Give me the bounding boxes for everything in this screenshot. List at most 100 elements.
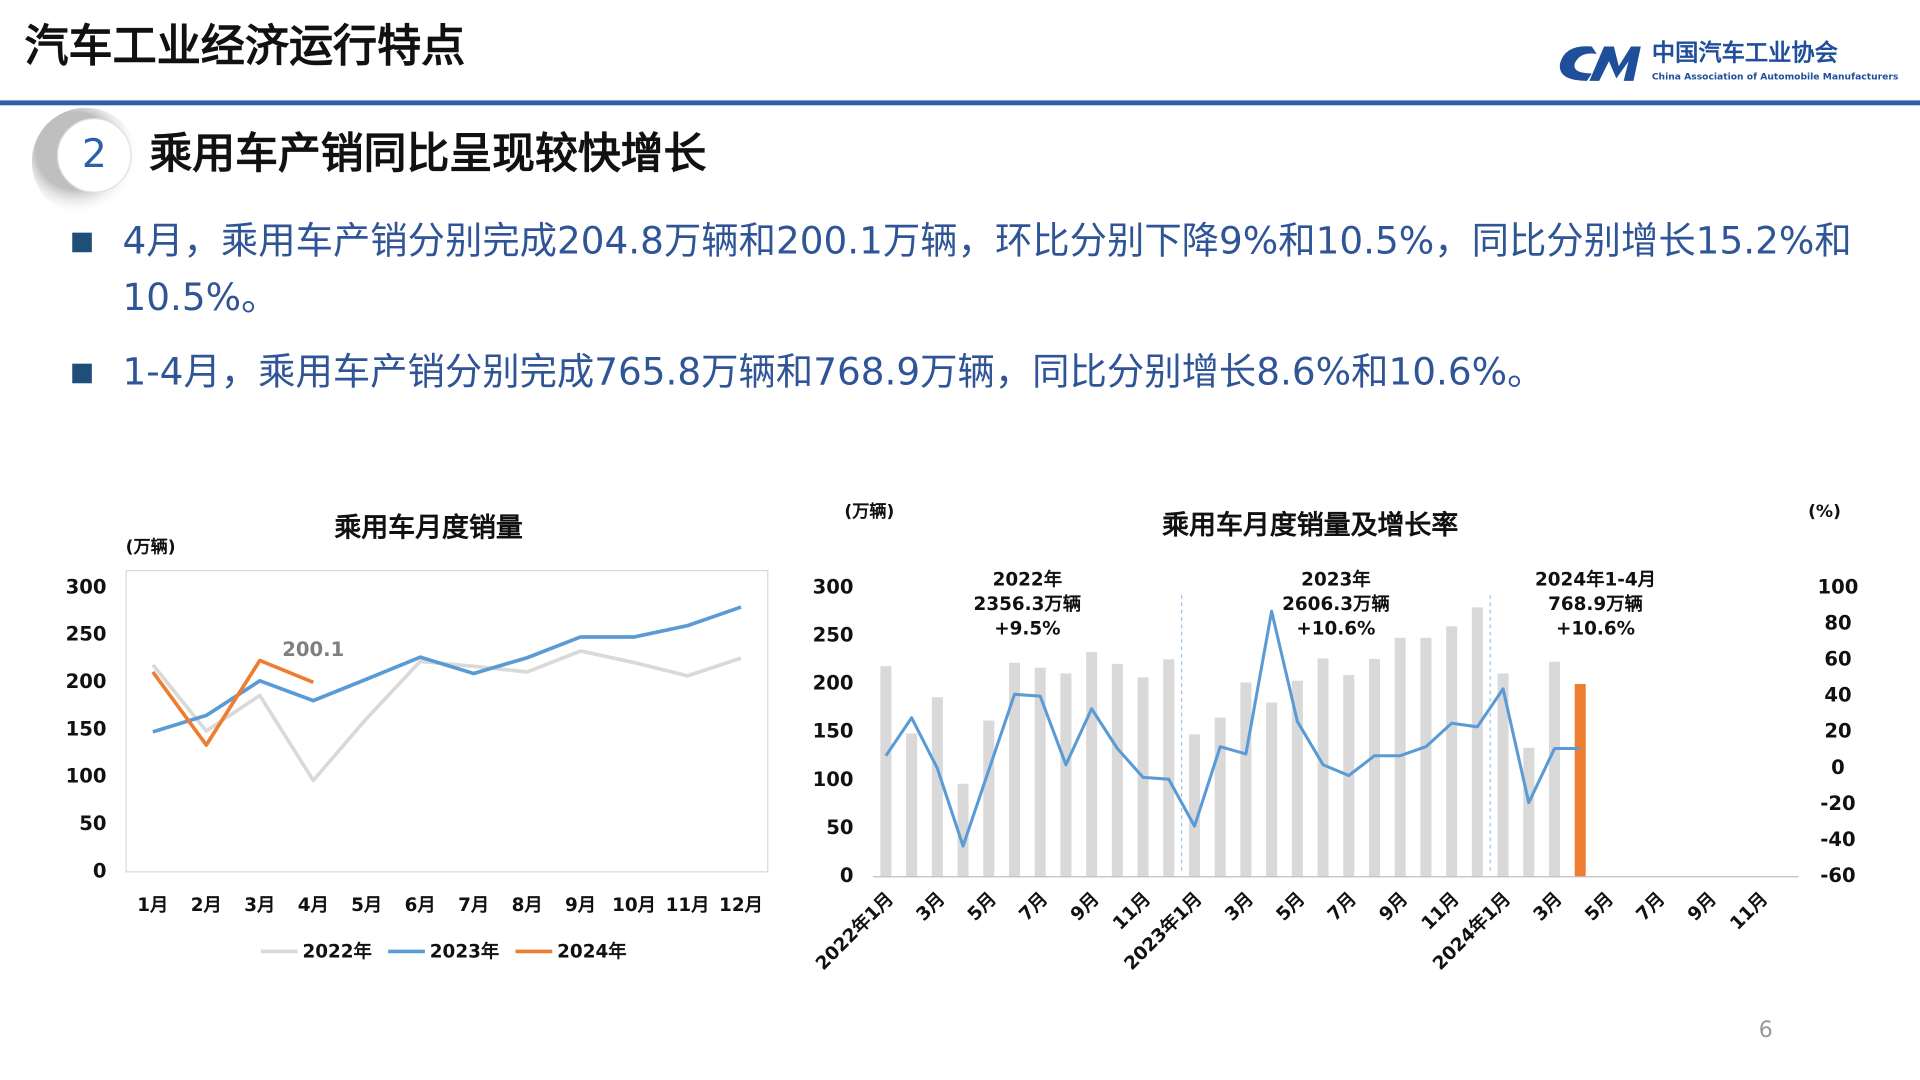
bar <box>1266 702 1278 877</box>
y2-axis-label: (%) <box>1808 502 1841 522</box>
bar <box>1111 663 1123 877</box>
bar <box>1188 734 1200 877</box>
annotation: +10.6% <box>1296 618 1375 639</box>
bar <box>906 733 918 877</box>
bar <box>1317 658 1329 877</box>
bullet: 4月，乘用车产销分别完成204.8万辆和200.1万辆，环比分别下降9%和10.… <box>122 220 1852 320</box>
y-axis-label: (万辆) <box>844 501 894 522</box>
annotation: 2024年1-4月 <box>1535 568 1656 590</box>
annotation: +9.5% <box>994 618 1060 639</box>
annotation: 2022年 <box>993 568 1062 590</box>
bar <box>931 697 943 877</box>
x-tick-label: 9月 <box>1684 889 1721 926</box>
x-tick-label: 9月 <box>565 895 596 916</box>
org-name: 中国汽车工业协会 <box>1652 39 1839 66</box>
x-tick-label: 7月 <box>458 895 489 916</box>
bar <box>983 720 995 877</box>
bar <box>1291 680 1303 877</box>
x-tick-label: 9月 <box>1067 889 1104 926</box>
y-tick-label: 200 <box>813 672 854 695</box>
bar <box>1214 717 1226 877</box>
x-tick-label: 3月 <box>244 895 275 916</box>
y2-tick-label: 0 <box>1831 756 1845 779</box>
bar <box>957 783 969 877</box>
y-tick-label: 150 <box>66 717 107 740</box>
x-tick-label: 2月 <box>191 895 222 916</box>
x-tick-label: 3月 <box>1530 889 1567 926</box>
chart-title: 乘用车月度销量及增长率 <box>1162 509 1458 541</box>
x-tick-label: 5月 <box>1581 889 1618 926</box>
bar <box>1008 662 1020 877</box>
bullet-marker <box>72 363 92 384</box>
annotation: 2356.3万辆 <box>974 593 1082 615</box>
x-tick-label: 5月 <box>351 895 382 916</box>
org-name-en: China Association of Automobile Manufact… <box>1652 72 1899 83</box>
bar <box>880 666 892 877</box>
annotation: 2606.3万辆 <box>1282 593 1390 615</box>
x-tick-label: 6月 <box>405 895 436 916</box>
legend-label: 2024年 <box>557 941 626 963</box>
bar <box>1471 607 1483 877</box>
y-axis-label: (万辆) <box>126 536 176 557</box>
bar <box>1523 747 1535 877</box>
y-tick-label: 50 <box>79 812 106 835</box>
y2-tick-label: 40 <box>1824 684 1851 707</box>
x-tick-label: 2022年1月 <box>811 888 898 975</box>
x-tick-label: 3月 <box>912 889 949 926</box>
y-tick-label: 250 <box>66 623 107 646</box>
x-tick-label: 4月 <box>298 895 329 916</box>
y-tick-label: 100 <box>813 768 854 791</box>
x-tick-label: 1月 <box>137 895 168 916</box>
x-tick-label: 11月 <box>1726 889 1772 935</box>
series-line <box>151 649 742 783</box>
logo <box>1559 46 1641 81</box>
growth-line <box>884 609 1581 848</box>
bar <box>1446 626 1458 877</box>
y2-tick-label: 20 <box>1824 720 1851 743</box>
legend-label: 2022年 <box>302 941 371 963</box>
series-line <box>152 605 742 734</box>
x-tick-label: 7月 <box>1324 889 1361 926</box>
annotation: +10.6% <box>1556 618 1635 639</box>
bar <box>1497 673 1509 877</box>
bar <box>1086 652 1098 877</box>
bar <box>1034 667 1046 877</box>
x-tick-label: 3月 <box>1221 889 1258 926</box>
y-tick-label: 50 <box>826 816 853 839</box>
y-tick-label: 250 <box>813 623 854 646</box>
x-tick-label: 11月 <box>666 895 710 916</box>
bar <box>1420 637 1432 877</box>
x-tick-label: 5月 <box>1272 889 1309 926</box>
y-tick-label: 0 <box>93 859 107 882</box>
bar <box>1240 682 1252 877</box>
x-tick-label: 9月 <box>1375 889 1412 926</box>
bar <box>1548 661 1560 877</box>
badge <box>56 118 132 193</box>
bar <box>1163 659 1175 877</box>
y-tick-label: 200 <box>66 670 107 693</box>
y-tick-label: 100 <box>66 765 107 788</box>
header-rule <box>0 100 1920 106</box>
y-tick-label: 0 <box>840 864 854 887</box>
y2-tick-label: -60 <box>1820 864 1855 887</box>
bar <box>1574 683 1586 877</box>
x-tick-label: 11月 <box>1109 889 1155 935</box>
annotation: 2023年 <box>1301 568 1370 590</box>
x-tick-label: 10月 <box>612 895 656 916</box>
data-label: 200.1 <box>282 638 344 661</box>
y2-tick-label: -40 <box>1820 828 1855 851</box>
y2-tick-label: 80 <box>1824 611 1851 634</box>
section-number: 2 <box>82 132 107 177</box>
x-tick-label: 8月 <box>512 895 543 916</box>
bar <box>1368 658 1380 877</box>
bullet-marker <box>72 232 92 253</box>
section-title: 乘用车产销同比呈现较快增长 <box>149 129 706 179</box>
x-tick-label: 7月 <box>1632 889 1669 926</box>
chart-title: 乘用车月度销量 <box>334 511 523 543</box>
y2-tick-label: 60 <box>1824 648 1851 671</box>
x-tick-label: 12月 <box>719 895 763 916</box>
y-tick-label: 150 <box>813 720 854 743</box>
y-tick-label: 300 <box>66 575 107 598</box>
